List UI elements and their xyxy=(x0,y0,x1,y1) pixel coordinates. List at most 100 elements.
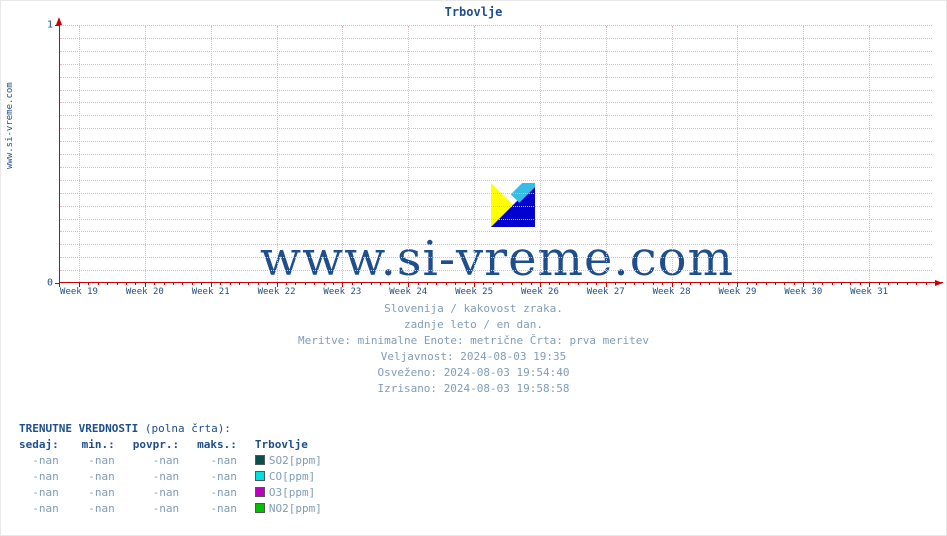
x-tick-mark xyxy=(606,283,607,287)
h-gridline xyxy=(60,128,932,129)
h-gridline xyxy=(60,270,932,271)
x-tick-minor xyxy=(653,283,654,285)
x-tick-minor xyxy=(549,283,550,285)
x-tick-mark xyxy=(869,283,870,287)
x-tick-label: Week 20 xyxy=(126,287,164,297)
table-header-row: sedaj: min.: povpr.: maks.: Trbovlje xyxy=(19,437,322,453)
v-gridline xyxy=(277,26,278,282)
x-tick-minor xyxy=(446,283,447,285)
x-tick-minor xyxy=(107,283,108,285)
x-tick-minor xyxy=(399,283,400,285)
x-tick-mark xyxy=(540,283,541,287)
h-gridline xyxy=(60,141,932,142)
x-tick-minor xyxy=(352,283,353,285)
h-gridline xyxy=(60,25,932,26)
x-tick-minor xyxy=(559,283,560,285)
h-gridline xyxy=(60,64,932,65)
x-tick-label: Week 24 xyxy=(389,287,427,297)
x-tick-minor xyxy=(728,283,729,285)
v-gridline xyxy=(211,26,212,282)
x-tick-minor xyxy=(841,283,842,285)
x-tick-minor xyxy=(832,283,833,285)
x-tick-minor xyxy=(879,283,880,285)
x-tick-minor xyxy=(258,283,259,285)
x-tick-minor xyxy=(850,283,851,285)
x-tick-minor xyxy=(98,283,99,285)
x-tick-mark xyxy=(342,283,343,287)
x-tick-minor xyxy=(465,283,466,285)
h-gridline xyxy=(60,51,932,52)
x-tick-minor xyxy=(333,283,334,285)
x-tick-minor xyxy=(587,283,588,285)
table-row: -nan -nan -nan -nan O3[ppm] xyxy=(19,485,322,501)
h-gridline xyxy=(60,167,932,168)
swatch-icon xyxy=(255,455,265,465)
x-tick-label: Week 25 xyxy=(455,287,493,297)
series-label: SO2[ppm] xyxy=(255,453,322,469)
series-label: NO2[ppm] xyxy=(255,501,322,517)
v-gridline xyxy=(145,26,146,282)
x-tick-minor xyxy=(897,283,898,285)
y-tick-label: 0 xyxy=(47,278,53,289)
col-min: min.: xyxy=(77,437,133,453)
x-tick-minor xyxy=(596,283,597,285)
v-gridline xyxy=(79,26,80,282)
h-gridline xyxy=(60,244,932,245)
x-tick-minor xyxy=(502,283,503,285)
x-tick-minor xyxy=(719,283,720,285)
x-tick-minor xyxy=(916,283,917,285)
h-gridline xyxy=(60,193,932,194)
x-tick-minor xyxy=(248,283,249,285)
x-tick-minor xyxy=(662,283,663,285)
site-label-vertical: www.si-vreme.com xyxy=(5,82,15,169)
h-gridline xyxy=(60,90,932,91)
x-tick-minor xyxy=(775,283,776,285)
x-tick-minor xyxy=(643,283,644,285)
y-tick-label: 1 xyxy=(47,20,53,31)
table-title: TRENUTNE VREDNOSTI (polna črta): xyxy=(19,421,322,437)
col-avg: povpr.: xyxy=(133,437,197,453)
swatch-icon xyxy=(255,487,265,497)
h-gridline xyxy=(60,206,932,207)
v-gridline xyxy=(540,26,541,282)
x-tick-minor xyxy=(314,283,315,285)
info-line-2: zadnje leto / en dan. xyxy=(1,317,946,333)
x-tick-minor xyxy=(286,283,287,285)
info-line-1: Slovenija / kakovost zraka. xyxy=(1,301,946,317)
x-tick-minor xyxy=(521,283,522,285)
x-tick-minor xyxy=(361,283,362,285)
x-tick-minor xyxy=(700,283,701,285)
x-tick-label: Week 26 xyxy=(521,287,559,297)
table-row: -nan -nan -nan -nan CO[ppm] xyxy=(19,469,322,485)
x-tick-minor xyxy=(822,283,823,285)
x-tick-minor xyxy=(427,283,428,285)
x-tick-label: Week 19 xyxy=(60,287,98,297)
v-gridline xyxy=(342,26,343,282)
x-tick-minor xyxy=(380,283,381,285)
h-gridline xyxy=(60,180,932,181)
col-station: Trbovlje xyxy=(255,437,322,453)
h-gridline xyxy=(60,231,932,232)
x-tick-mark xyxy=(277,283,278,287)
v-gridline xyxy=(803,26,804,282)
info-block: Slovenija / kakovost zraka. zadnje leto … xyxy=(1,301,946,397)
v-gridline xyxy=(606,26,607,282)
info-line-3: Meritve: minimalne Enote: metrične Črta:… xyxy=(1,333,946,349)
x-tick-minor xyxy=(690,283,691,285)
h-gridline xyxy=(60,77,932,78)
x-tick-mark xyxy=(737,283,738,287)
x-tick-minor xyxy=(568,283,569,285)
v-gridline xyxy=(672,26,673,282)
v-gridline xyxy=(737,26,738,282)
x-tick-minor xyxy=(907,283,908,285)
v-gridline xyxy=(474,26,475,282)
info-line-6: Izrisano: 2024-08-03 19:58:58 xyxy=(1,381,946,397)
x-tick-mark xyxy=(672,283,673,287)
x-tick-minor xyxy=(201,283,202,285)
series-label: O3[ppm] xyxy=(255,485,322,501)
h-gridline xyxy=(60,257,932,258)
values-table: TRENUTNE VREDNOSTI (polna črta): sedaj: … xyxy=(19,421,322,517)
y-tick-mark xyxy=(55,283,59,284)
x-tick-label: Week 28 xyxy=(653,287,691,297)
x-tick-label: Week 21 xyxy=(192,287,230,297)
